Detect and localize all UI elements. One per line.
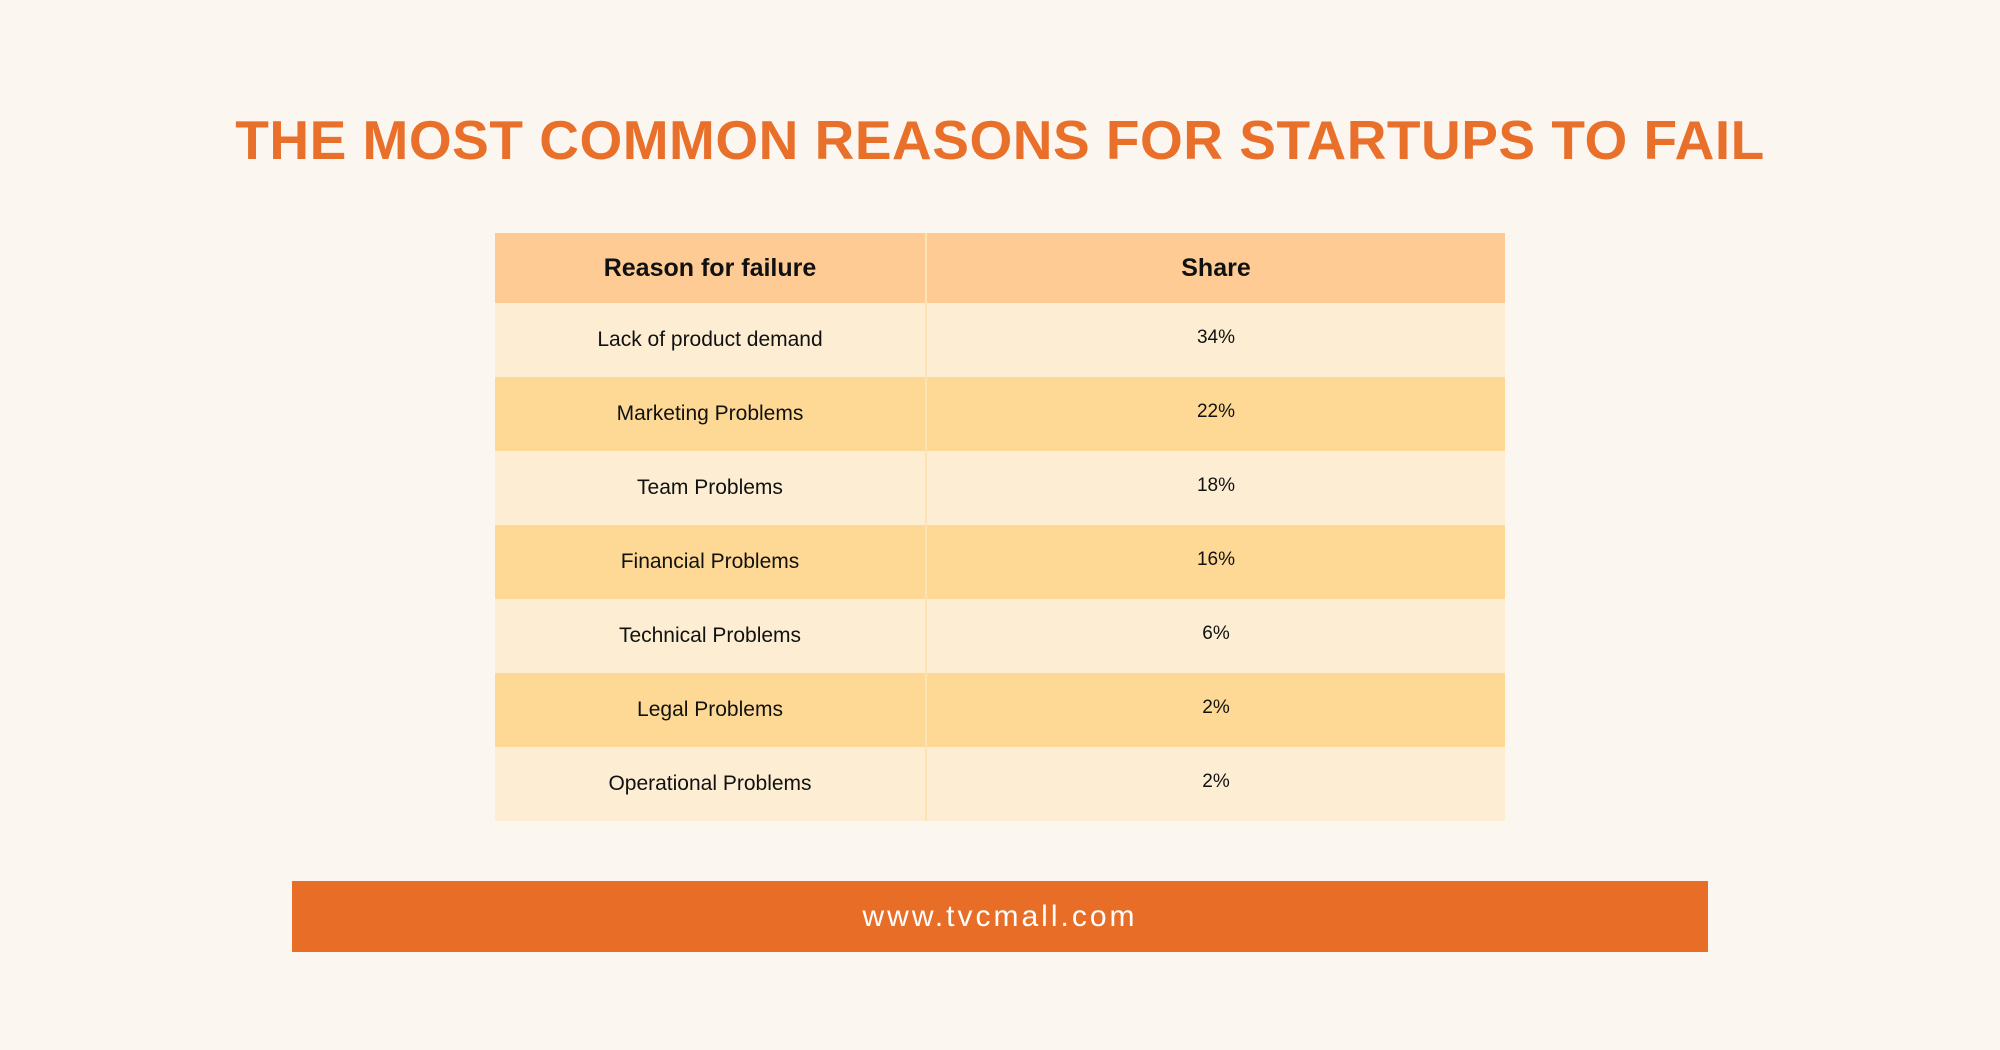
column-header-share: Share xyxy=(925,233,1505,303)
reason-cell: Operational Problems xyxy=(495,747,926,821)
reason-cell: Lack of product demand xyxy=(495,303,926,377)
column-header-reason: Reason for failure xyxy=(495,233,926,303)
reason-cell: Marketing Problems xyxy=(495,377,926,451)
reason-cell: Team Problems xyxy=(495,451,926,525)
share-cell: 22% xyxy=(925,377,1505,451)
data-table: Reason for failure Share Lack of product… xyxy=(495,233,1505,821)
table-row: Team Problems 18% xyxy=(495,451,1505,525)
share-cell: 16% xyxy=(925,525,1505,599)
reason-cell: Technical Problems xyxy=(495,599,926,673)
page-title: THE MOST COMMON REASONS FOR STARTUPS TO … xyxy=(235,109,1765,171)
table-row: Legal Problems 2% xyxy=(495,673,1505,747)
share-cell: 34% xyxy=(925,303,1505,377)
table-row: Marketing Problems 22% xyxy=(495,377,1505,451)
share-cell: 18% xyxy=(925,451,1505,525)
failure-reasons-table: Reason for failure Share Lack of product… xyxy=(495,233,1505,821)
share-cell: 6% xyxy=(925,599,1505,673)
reason-cell: Financial Problems xyxy=(495,525,926,599)
table-row: Financial Problems 16% xyxy=(495,525,1505,599)
table-row: Lack of product demand 34% xyxy=(495,303,1505,377)
table-row: Technical Problems 6% xyxy=(495,599,1505,673)
reason-cell: Legal Problems xyxy=(495,673,926,747)
table-row: Operational Problems 2% xyxy=(495,747,1505,821)
share-cell: 2% xyxy=(925,747,1505,821)
table-header-row: Reason for failure Share xyxy=(495,233,1505,303)
footer-url: www.tvcmall.com xyxy=(862,899,1138,933)
share-cell: 2% xyxy=(925,673,1505,747)
footer-banner: www.tvcmall.com xyxy=(292,881,1708,952)
